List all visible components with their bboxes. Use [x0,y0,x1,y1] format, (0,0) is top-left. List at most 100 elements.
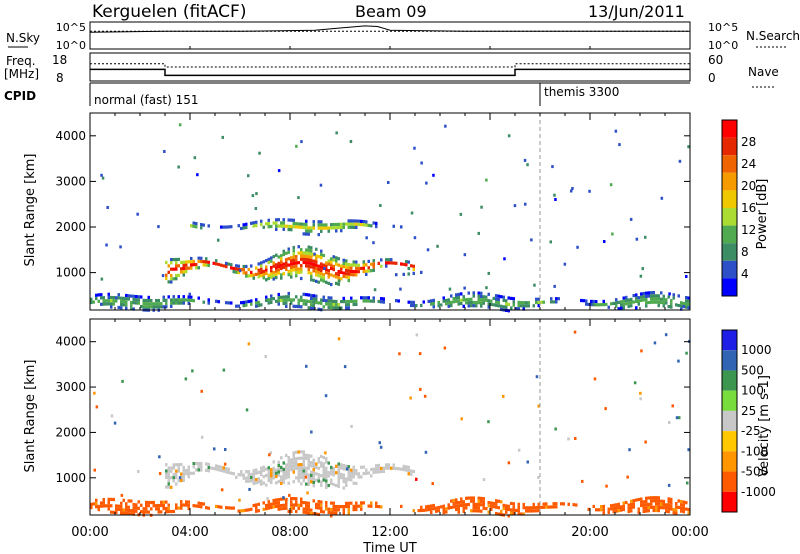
freq-tick-bottom: 8 [56,71,64,85]
heatmap-cell [687,302,690,307]
colorbar-swatch [722,260,737,279]
heatmap-cell [145,302,148,306]
heatmap-cell [460,292,463,296]
heatmap-cell [355,270,358,274]
heatmap-cell [270,297,273,301]
heatmap-cell [317,476,320,480]
heatmap-cell [140,295,143,299]
heatmap-cell [680,307,683,311]
heatmap-cell [307,504,310,509]
heatmap-cell [343,365,347,369]
heatmap-cell [327,262,330,266]
heatmap-cell [535,509,538,513]
heatmap-cell [160,305,163,309]
heatmap-cell [637,510,640,514]
heatmap-cell [340,277,343,281]
heatmap-cell [93,391,96,395]
heatmap-cell [322,472,325,476]
heatmap-cell [620,300,623,304]
heatmap-cell [445,510,448,514]
heatmap-cell [190,263,193,267]
heatmap-cell [432,298,435,302]
heatmap-cell [503,257,506,261]
heatmap-cell [615,503,618,507]
heatmap-cell [178,476,182,480]
heatmap-cell [260,479,263,483]
heatmap-cell [462,506,465,510]
heatmap-cell [325,299,328,303]
heatmap-cell [277,296,280,300]
heatmap-cell [340,225,343,230]
heatmap-cell [415,333,419,337]
heatmap-cell [132,297,135,302]
heatmap-cell [292,467,295,471]
heatmap-cell [292,249,295,253]
heatmap-cell [319,183,323,187]
heatmap-cell [457,296,460,300]
heatmap-cell [165,469,168,473]
heatmap-cell [640,298,643,302]
heatmap-cell [317,274,320,278]
heatmap-cell [170,476,173,480]
heatmap-cell [365,471,368,475]
heatmap-cell [242,223,245,227]
heatmap-cell [272,255,275,259]
heatmap-cell [628,448,631,452]
heatmap-cell [312,307,315,311]
heatmap-cell [325,466,328,470]
heatmap-cell [345,483,348,487]
heatmap-cell [685,296,688,300]
heatmap-cell [385,466,388,470]
heatmap-cell [427,504,430,508]
heatmap-cell [395,299,398,303]
heatmap-cell [345,501,348,505]
heatmap-cell [332,223,335,227]
heatmap-cell [310,454,313,458]
heatmap-cell [260,270,263,275]
heatmap-cell [524,202,527,206]
heatmap-cell [372,467,375,471]
heatmap-cell [185,298,188,302]
heatmap-cell [365,468,368,472]
heatmap-cell [110,504,113,508]
heatmap-cell [655,508,658,513]
heatmap-cell [192,462,195,466]
heatmap-cell [280,478,283,482]
heatmap-cell [295,503,298,507]
heatmap-cell [677,505,680,509]
heatmap-cell [175,257,178,262]
heatmap-cell [260,303,263,307]
heatmap-cell [135,503,138,507]
heatmap-cell [457,302,460,306]
heatmap-cell [310,293,313,297]
heatmap-cell [272,274,275,278]
heatmap-cell [345,262,348,266]
heatmap-cell [147,295,150,299]
heatmap-cell [410,300,413,304]
heatmap-cell [300,251,303,255]
heatmap-cell [523,158,527,162]
heatmap-cell [327,229,330,233]
heatmap-cell [287,273,290,277]
heatmap-cell [655,499,658,503]
heatmap-cell [262,465,265,469]
heatmap-cell [300,225,303,229]
heatmap-cell [305,232,308,236]
heatmap-cell [157,225,160,229]
heatmap-cell [625,299,628,303]
colorbar-tick-label: 28 [741,135,756,149]
heatmap-cell [315,279,318,283]
heatmap-cell [407,300,410,304]
heatmap-cell [322,273,325,277]
heatmap-cell [580,298,583,303]
heatmap-cell [642,503,645,507]
heatmap-cell [107,507,110,511]
heatmap-cell [362,266,365,270]
heatmap-cell [267,257,270,261]
heatmap-cell [462,503,465,507]
x-axis-title: Time UT [362,541,416,554]
heatmap-cell [347,222,350,226]
heatmap-cell [332,306,335,310]
heatmap-cell [255,503,258,507]
heatmap-cell [115,504,118,508]
